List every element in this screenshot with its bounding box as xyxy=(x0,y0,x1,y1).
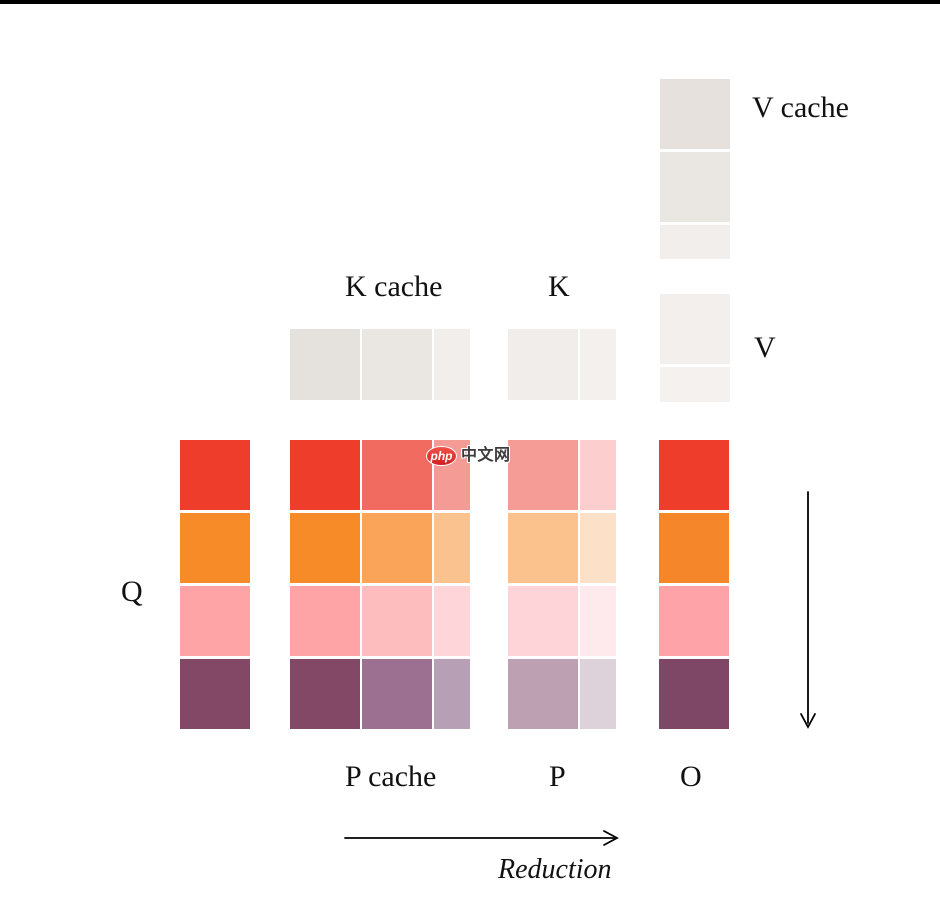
matrix-column xyxy=(362,440,432,729)
matrix-cell xyxy=(659,440,729,510)
matrix-cell xyxy=(660,367,730,402)
matrix-column xyxy=(508,329,578,400)
matrix-cell xyxy=(508,659,578,729)
matrix-column xyxy=(660,79,730,259)
matrix-column xyxy=(580,329,616,400)
matrix-cell xyxy=(660,152,730,222)
matrix-cell xyxy=(659,513,729,583)
matrix-cell xyxy=(180,586,250,656)
matrix-cell xyxy=(580,329,616,400)
k-cache-matrix xyxy=(290,329,470,400)
matrix-column xyxy=(434,329,470,400)
matrix-column xyxy=(508,440,578,729)
k-matrix xyxy=(508,329,616,400)
matrix-cell xyxy=(180,440,250,510)
matrix-column xyxy=(580,440,616,729)
matrix-cell xyxy=(362,586,432,656)
matrix-cell xyxy=(290,513,360,583)
q-label: Q xyxy=(121,575,143,608)
matrix-cell xyxy=(659,586,729,656)
q-matrix xyxy=(180,440,250,729)
matrix-cell xyxy=(434,659,470,729)
matrix-column xyxy=(180,440,250,729)
matrix-cell xyxy=(580,440,616,510)
matrix-cell xyxy=(290,329,360,400)
top-border-bar xyxy=(0,0,940,4)
matrix-cell xyxy=(660,79,730,149)
o-matrix xyxy=(659,440,729,729)
k-cache-label: K cache xyxy=(345,270,443,303)
matrix-cell xyxy=(434,329,470,400)
watermark: php 中文网 xyxy=(426,446,511,466)
row-order-arrow-icon xyxy=(800,491,816,729)
p-matrix xyxy=(508,440,616,729)
v-cache-matrix xyxy=(660,79,730,259)
matrix-cell xyxy=(362,329,432,400)
matrix-cell xyxy=(508,586,578,656)
matrix-cell xyxy=(362,513,432,583)
matrix-cell xyxy=(660,294,730,364)
matrix-cell xyxy=(580,586,616,656)
o-label: O xyxy=(680,760,702,793)
matrix-column xyxy=(362,329,432,400)
v-cache-label: V cache xyxy=(752,91,849,124)
p-label: P xyxy=(549,760,566,793)
k-label: K xyxy=(548,270,570,303)
matrix-column xyxy=(434,440,470,729)
v-matrix xyxy=(660,294,730,402)
matrix-column xyxy=(660,294,730,402)
matrix-cell xyxy=(180,659,250,729)
matrix-cell xyxy=(362,659,432,729)
reduction-arrow-icon xyxy=(344,830,619,846)
matrix-cell xyxy=(434,586,470,656)
reduction-label: Reduction xyxy=(498,854,612,885)
matrix-column xyxy=(290,329,360,400)
watermark-site-text: 中文网 xyxy=(461,447,511,464)
php-logo-icon: php xyxy=(426,446,457,466)
p-cache-label: P cache xyxy=(345,760,437,793)
matrix-cell xyxy=(508,329,578,400)
matrix-cell xyxy=(508,513,578,583)
matrix-cell xyxy=(290,659,360,729)
matrix-cell xyxy=(659,659,729,729)
matrix-cell xyxy=(508,440,578,510)
matrix-cell xyxy=(434,513,470,583)
matrix-column xyxy=(659,440,729,729)
p-cache-matrix xyxy=(290,440,470,729)
matrix-cell xyxy=(180,513,250,583)
matrix-cell xyxy=(580,659,616,729)
matrix-cell xyxy=(290,586,360,656)
matrix-column xyxy=(290,440,360,729)
matrix-cell xyxy=(660,225,730,259)
matrix-cell xyxy=(580,513,616,583)
v-label: V xyxy=(754,331,776,364)
matrix-cell xyxy=(362,440,432,510)
matrix-cell xyxy=(290,440,360,510)
